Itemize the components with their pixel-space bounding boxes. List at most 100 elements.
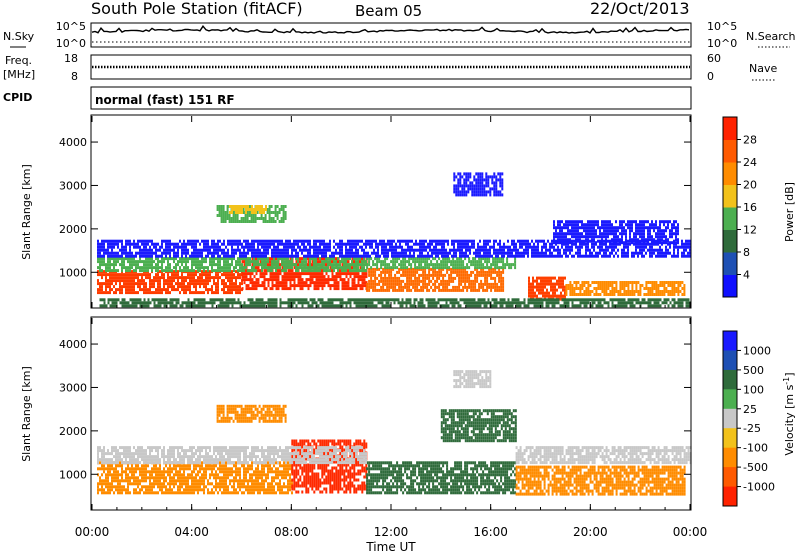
heatmap-cell [311, 304, 314, 308]
heatmap-cell [323, 284, 326, 288]
heatmap-cell [367, 301, 370, 305]
heatmap-cell [615, 251, 617, 255]
heatmap-cell [487, 190, 490, 194]
heatmap-cell [251, 269, 253, 273]
heatmap-cell [546, 276, 548, 280]
heatmap-cell [125, 257, 127, 261]
heatmap-cell [151, 298, 154, 302]
heatmap-cell [499, 245, 501, 249]
heatmap-cell [179, 245, 181, 249]
heatmap-cell [487, 184, 490, 188]
heatmap-cell [149, 239, 151, 243]
heatmap-cell [107, 298, 110, 302]
heatmap-cell [115, 279, 117, 283]
heatmap-cell [671, 281, 674, 284]
heatmap-cell [469, 181, 472, 185]
heatmap-cell [247, 257, 249, 261]
heatmap-cell [490, 276, 493, 280]
heatmap-cell [123, 285, 125, 289]
heatmap-cell [482, 257, 485, 261]
heatmap-cell [218, 214, 221, 217]
heatmap-cell [283, 284, 286, 288]
heatmap-cell [325, 281, 328, 285]
heatmap-cell [587, 293, 590, 296]
heatmap-cell [243, 275, 246, 279]
heatmap-cell [493, 242, 495, 246]
heatmap-cell [494, 270, 497, 274]
heatmap-cell [319, 242, 321, 246]
heatmap-cell [261, 257, 263, 261]
heatmap-cell [301, 257, 304, 261]
heatmap-cell [458, 279, 461, 283]
heatmap-cell [207, 245, 209, 249]
heatmap-cell [285, 251, 287, 255]
heatmap-cell [139, 245, 141, 249]
heatmap-cell [201, 266, 203, 270]
heatmap-cell [241, 278, 244, 282]
heatmap-cell [458, 263, 461, 267]
heatmap-cell [537, 251, 539, 255]
heatmap-cell [223, 291, 225, 295]
heatmap-cell [408, 276, 411, 280]
heatmap-cell [492, 276, 495, 280]
heatmap-cell [263, 245, 265, 249]
heatmap-cell [404, 263, 407, 267]
heatmap-cell [353, 275, 356, 279]
heatmap-cell [597, 281, 600, 284]
heatmap-cell [659, 293, 662, 296]
heatmap-cell [143, 301, 146, 305]
heatmap-cell [649, 293, 652, 296]
heatmap-cell [429, 239, 431, 243]
heatmap-cell [611, 284, 614, 287]
heatmap-cell [345, 281, 348, 285]
heatmap-cell [143, 266, 145, 270]
heatmap-cell [464, 285, 467, 289]
heatmap-cell [425, 298, 428, 302]
heatmap-cell [645, 301, 648, 305]
heatmap-cell [537, 254, 539, 258]
heatmap-cell [363, 263, 365, 267]
heatmap-cell [469, 251, 471, 255]
heatmap-cell [123, 279, 125, 283]
heatmap-cell [531, 251, 533, 255]
heatmap-cell [461, 251, 463, 255]
heatmap-cell [235, 282, 237, 286]
heatmap-cell [353, 263, 355, 267]
heatmap-cell [591, 254, 593, 258]
heatmap-cell [455, 239, 457, 243]
heatmap-cell [453, 248, 455, 252]
heatmap-cell [537, 248, 539, 252]
heatmap-cell [561, 238, 563, 242]
heatmap-cell [127, 282, 129, 286]
heatmap-cell [397, 301, 400, 305]
heatmap-cell [331, 263, 333, 267]
heatmap-cell [161, 245, 163, 249]
heatmap-cell [107, 269, 109, 273]
heatmap-cell [177, 282, 179, 286]
heatmap-cell [149, 288, 151, 292]
heatmap-cell [507, 239, 509, 243]
heatmap-cell [185, 304, 188, 308]
heatmap-cell [621, 248, 623, 252]
heatmap-cell [103, 304, 106, 308]
heatmap-cell [452, 288, 455, 292]
heatmap-cell [420, 288, 423, 292]
heatmap-cell [440, 267, 443, 271]
heatmap-cell [435, 254, 437, 258]
heatmap-cell [205, 245, 207, 249]
heatmap-cell [575, 281, 578, 284]
heatmap-cell [269, 278, 272, 282]
heatmap-cell [476, 270, 479, 274]
heatmap-cell [363, 242, 365, 246]
heatmap-cell [361, 301, 364, 305]
heatmap-cell [555, 254, 557, 258]
heatmap-cell [155, 269, 157, 273]
heatmap-cell [456, 266, 459, 270]
heatmap-cell [469, 248, 471, 252]
heatmap-cell [280, 220, 283, 223]
heatmap-cell [565, 248, 567, 252]
heatmap-cell [197, 251, 199, 255]
heatmap-cell [587, 301, 590, 305]
heatmap-cell [289, 254, 291, 258]
heatmap-cell [599, 287, 602, 290]
